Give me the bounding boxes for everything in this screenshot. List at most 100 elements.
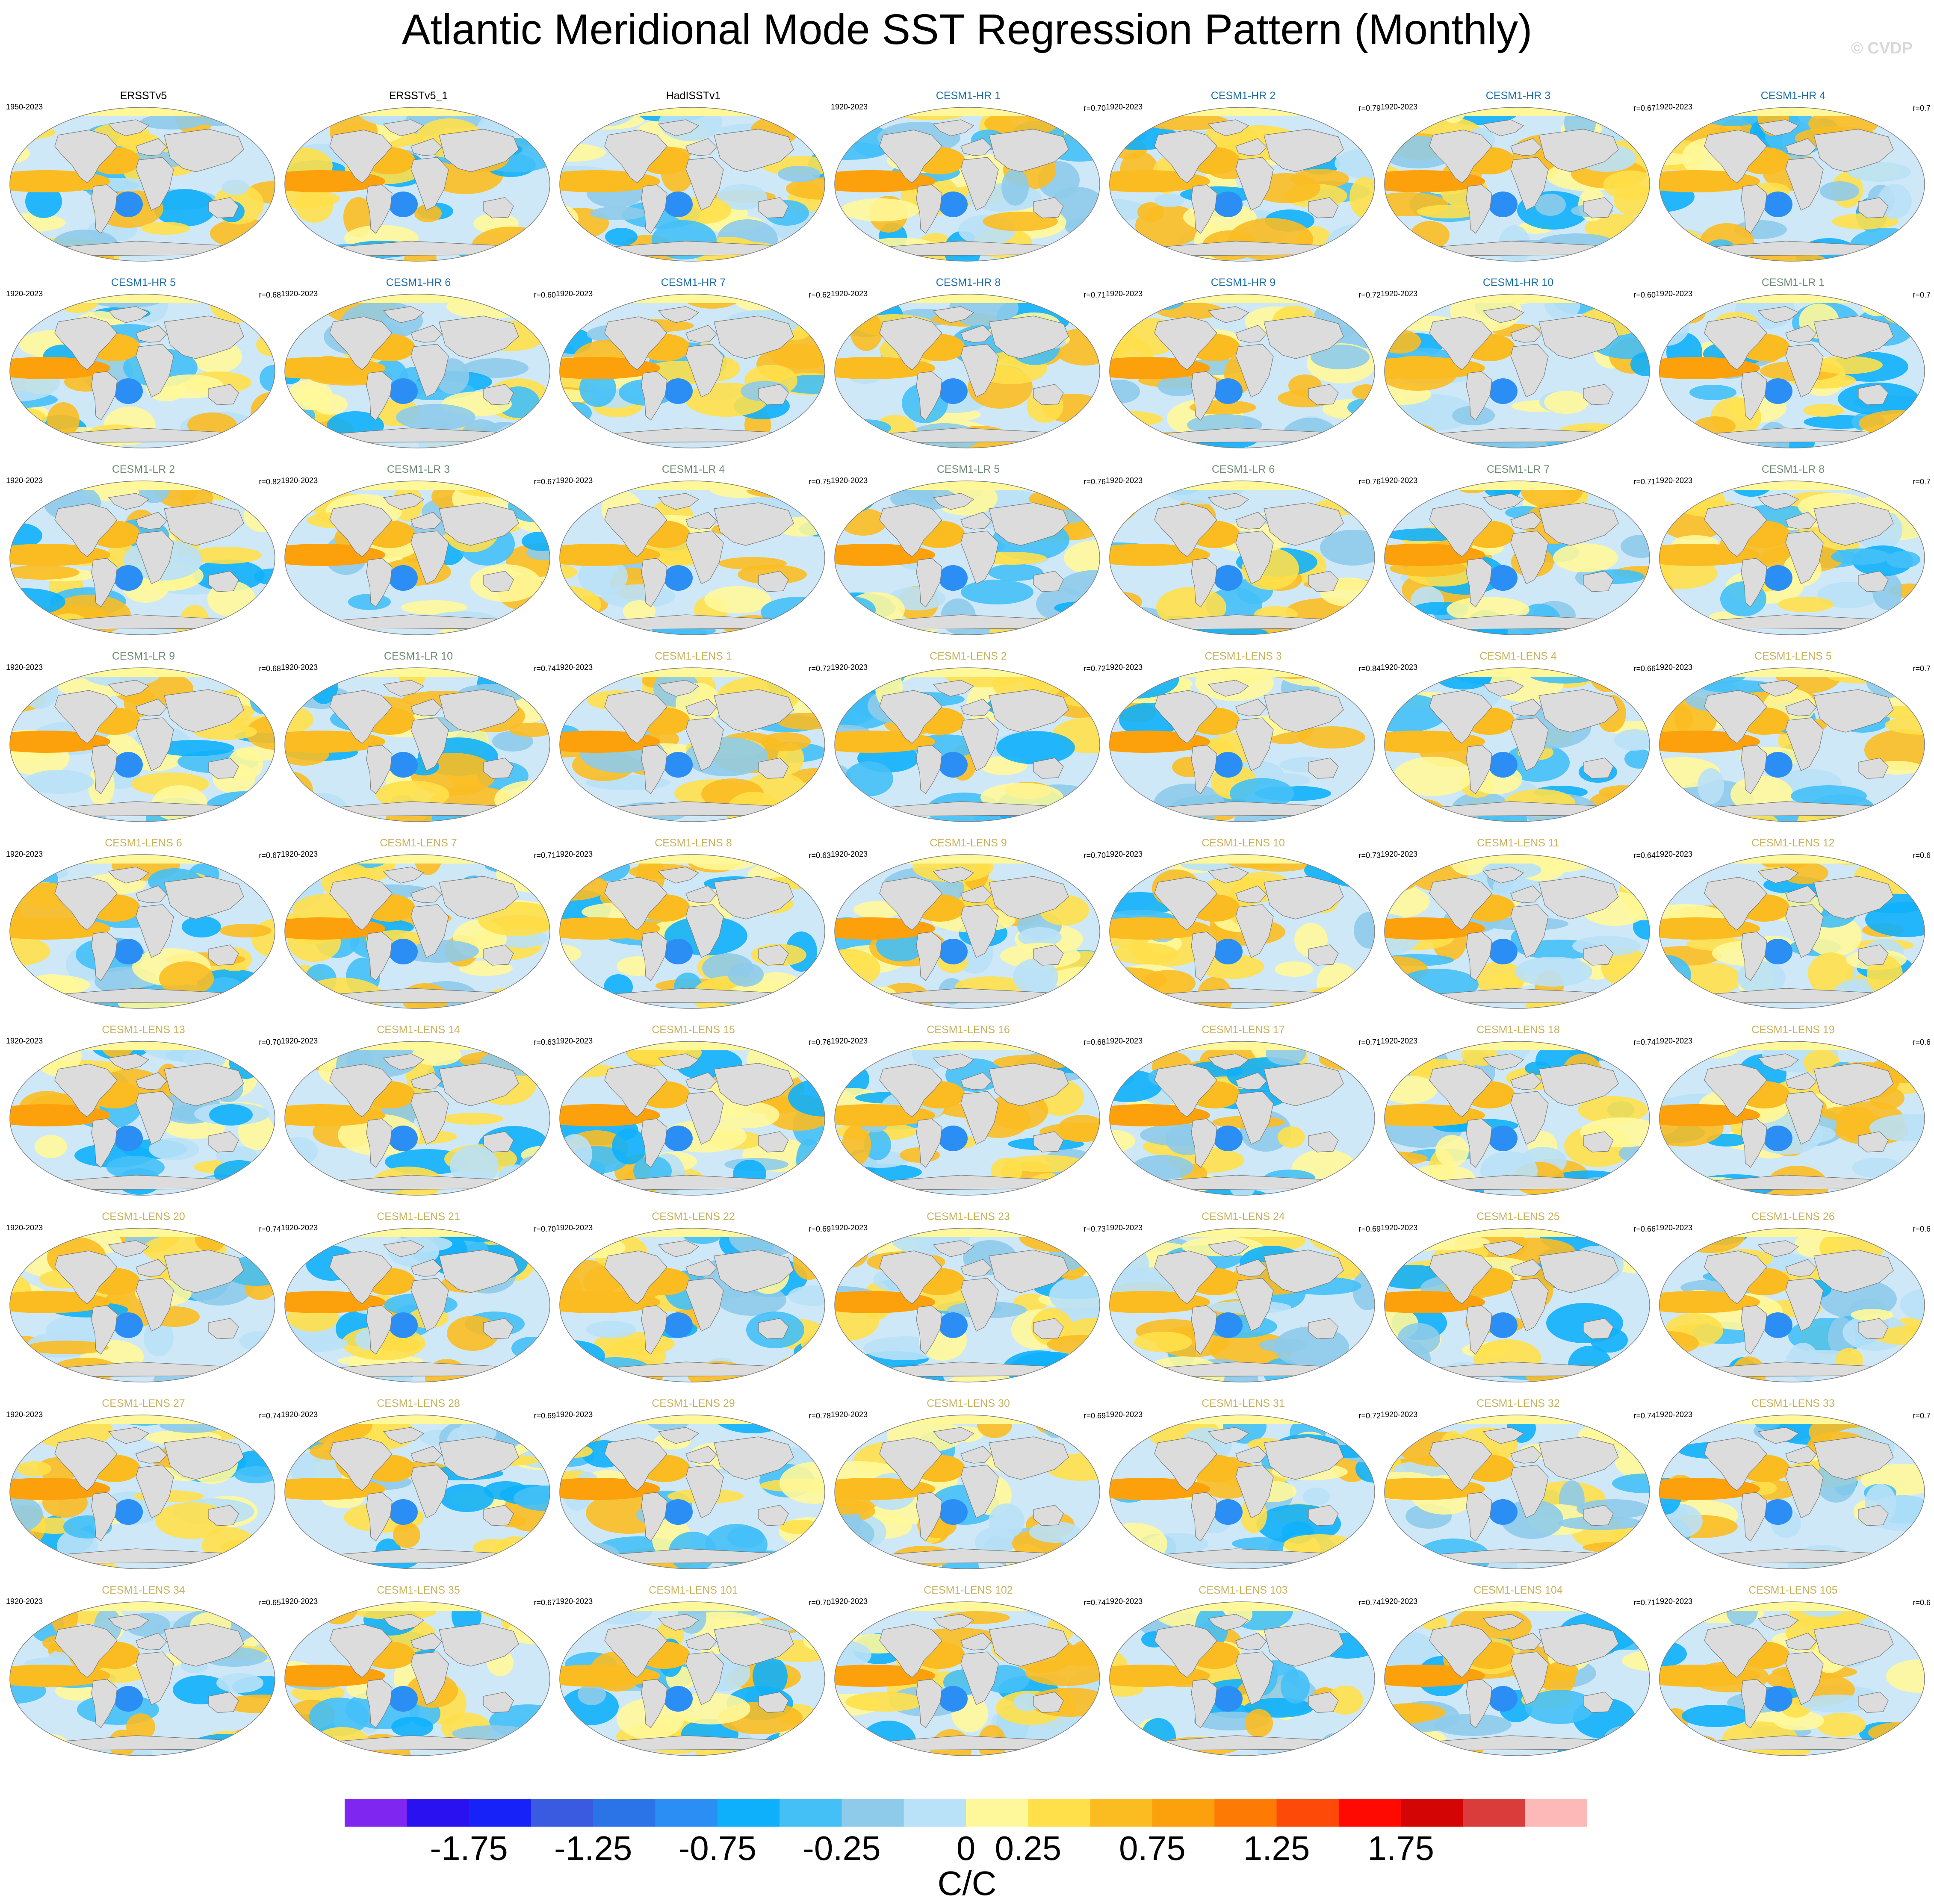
panel-pattern-correlation: r=0.7 [1913, 1412, 1931, 1420]
map-panel: CESM1-LR 8 1920-2023 r=0.7 [1656, 463, 1931, 650]
panel-period: 1920-2023 [6, 850, 43, 858]
panel-period: 1920-2023 [281, 1597, 318, 1606]
panel-title: CESM1-LR 3 [387, 463, 450, 475]
panel-pattern-correlation: r=0.71 [534, 851, 556, 860]
map-panel: CESM1-LENS 103 1920-2023 r=0.74 [1106, 1584, 1381, 1771]
panel-title: CESM1-LENS 34 [102, 1584, 185, 1596]
panel-period: 1920-2023 [1656, 1410, 1693, 1419]
panel-title: CESM1-LENS 18 [1476, 1024, 1560, 1036]
panel-title: ERSSTv5_1 [389, 90, 448, 102]
panel-title: CESM1-LENS 15 [652, 1024, 735, 1036]
map-panel: CESM1-LENS 23 1920-2023 r=0.73 [831, 1211, 1106, 1397]
map-panel: CESM1-LR 2 1920-2023 r=0.82 [6, 463, 281, 650]
panel-pattern-correlation: r=0.67 [534, 477, 556, 486]
colorbar-swatch [1214, 1799, 1277, 1827]
panel-title: CESM1-HR 10 [1482, 277, 1554, 289]
map-panel: CESM1-LENS 9 1920-2023 r=0.70 [831, 837, 1106, 1024]
map-panel: CESM1-LENS 20 1920-2023 r=0.74 [6, 1211, 281, 1397]
panel-period: 1920-2023 [1106, 1037, 1143, 1045]
panel-period: 1920-2023 [556, 850, 593, 858]
panel-title: CESM1-HR 9 [1211, 277, 1276, 289]
map-panel: CESM1-LENS 4 1920-2023 r=0.66 [1381, 650, 1656, 837]
panel-period: 1920-2023 [1381, 1037, 1418, 1045]
panel-pattern-correlation: r=0.66 [1633, 1225, 1656, 1233]
panel-title: CESM1-LENS 11 [1477, 837, 1559, 849]
map-panel: CESM1-HR 4 1920-2023 r=0.7 [1656, 90, 1931, 277]
panel-title: CESM1-LENS 105 [1748, 1584, 1838, 1596]
map-panel: CESM1-LENS 29 1920-2023 r=0.78 [556, 1397, 831, 1584]
panel-title: CESM1-LENS 6 [105, 837, 182, 849]
panel-period: 1920-2023 [831, 1597, 868, 1606]
panel-period: 1920-2023 [1381, 1597, 1418, 1606]
panel-pattern-correlation: r=0.72 [809, 664, 831, 673]
panel-pattern-correlation: r=0.63 [534, 1038, 556, 1046]
map-panel: CESM1-HR 3 1920-2023 r=0.67 [1381, 90, 1656, 277]
panel-period: 1920-2023 [1106, 103, 1143, 111]
map-panel: CESM1-LENS 18 1920-2023 r=0.74 [1381, 1024, 1656, 1211]
panel-title: CESM1-LENS 20 [102, 1211, 185, 1223]
sst-regression-map [284, 480, 550, 635]
panel-period: 1920-2023 [1381, 1410, 1418, 1419]
panel-title: CESM1-LENS 10 [1202, 837, 1285, 849]
map-panel: CESM1-LENS 26 1920-2023 r=0.6 [1656, 1211, 1931, 1397]
map-panel: CESM1-LENS 104 1920-2023 r=0.71 [1381, 1584, 1656, 1771]
panel-title: CESM1-LR 4 [661, 463, 725, 475]
map-panel: CESM1-LR 4 1920-2023 r=0.75 [556, 463, 831, 650]
sst-regression-map [1109, 1228, 1375, 1382]
panel-pattern-correlation: r=0.69 [809, 1225, 831, 1233]
sst-regression-map [1659, 294, 1925, 448]
sst-regression-map [9, 854, 275, 1009]
map-panel: CESM1-LENS 35 1920-2023 r=0.67 [281, 1584, 556, 1771]
panel-period: 1920-2023 [281, 663, 318, 672]
sst-regression-map [559, 294, 825, 448]
sst-regression-map [834, 107, 1100, 262]
sst-regression-map [9, 107, 275, 262]
panel-period: 1920-2023 [1656, 1037, 1693, 1045]
panel-period: 1920-2023 [1106, 1410, 1143, 1419]
panel-period: 1920-2023 [831, 850, 868, 858]
panel-pattern-correlation: r=0.6 [1913, 1598, 1931, 1607]
panel-pattern-correlation: r=0.74 [1358, 1598, 1381, 1607]
sst-regression-map [9, 1041, 275, 1196]
sst-regression-map [1384, 1601, 1650, 1756]
map-panel: CESM1-LENS 28 1920-2023 r=0.69 [281, 1397, 556, 1584]
map-panel: CESM1-LENS 5 1920-2023 r=0.7 [1656, 650, 1931, 837]
panel-period: 1920-2023 [1381, 289, 1418, 298]
map-panel: CESM1-LENS 2 1920-2023 r=0.72 [831, 650, 1106, 837]
sst-regression-map [834, 480, 1100, 635]
colorbar-tick-label: 1.75 [1367, 1829, 1434, 1867]
panel-pattern-correlation: r=0.7 [1913, 477, 1931, 486]
panel-period: 1920-2023 [1656, 663, 1693, 672]
panel-period: 1920-2023 [281, 1410, 318, 1419]
colorbar-swatch [1152, 1799, 1215, 1827]
colorbar-swatch [904, 1799, 966, 1827]
panel-pattern-correlation: r=0.6 [1913, 851, 1931, 860]
panel-title: CESM1-LENS 12 [1751, 837, 1835, 849]
panel-title: CESM1-LENS 103 [1199, 1584, 1288, 1596]
panel-pattern-correlation: r=0.76 [809, 1038, 831, 1046]
panel-pattern-correlation: r=0.78 [809, 1412, 831, 1420]
panel-period: 1920-2023 [1656, 850, 1693, 858]
sst-regression-map [559, 1415, 825, 1569]
panel-title: CESM1-LENS 26 [1751, 1211, 1835, 1223]
map-panel: CESM1-HR 5 1920-2023 r=0.68 [6, 277, 281, 463]
panel-pattern-correlation: r=0.73 [1084, 1225, 1106, 1233]
colorbar-swatch [1338, 1799, 1401, 1827]
sst-regression-map [9, 1415, 275, 1569]
panel-title: CESM1-LR 7 [1486, 463, 1550, 475]
panel-pattern-correlation: r=0.68 [1084, 1038, 1106, 1046]
panel-title: CESM1-LENS 27 [102, 1397, 185, 1409]
panel-title: CESM1-LENS 16 [927, 1024, 1010, 1036]
map-panel: CESM1-LENS 27 1920-2023 r=0.74 [6, 1397, 281, 1584]
map-panel: CESM1-LENS 32 1920-2023 r=0.74 [1381, 1397, 1656, 1584]
map-panel: CESM1-LR 6 1920-2023 r=0.76 [1106, 463, 1381, 650]
panel-title: CESM1-LENS 3 [1205, 650, 1282, 662]
sst-regression-map [1109, 294, 1375, 448]
panel-period: 1920-2023 [556, 1410, 593, 1419]
sst-regression-map [1109, 1415, 1375, 1569]
panel-period: 1920-2023 [556, 289, 593, 298]
colorbar-swatch [1463, 1799, 1526, 1827]
panel-pattern-correlation: r=0.69 [1358, 1225, 1381, 1233]
map-panel: CESM1-LENS 101 1920-2023 r=0.70 [556, 1584, 831, 1771]
sst-regression-map [1659, 107, 1925, 262]
